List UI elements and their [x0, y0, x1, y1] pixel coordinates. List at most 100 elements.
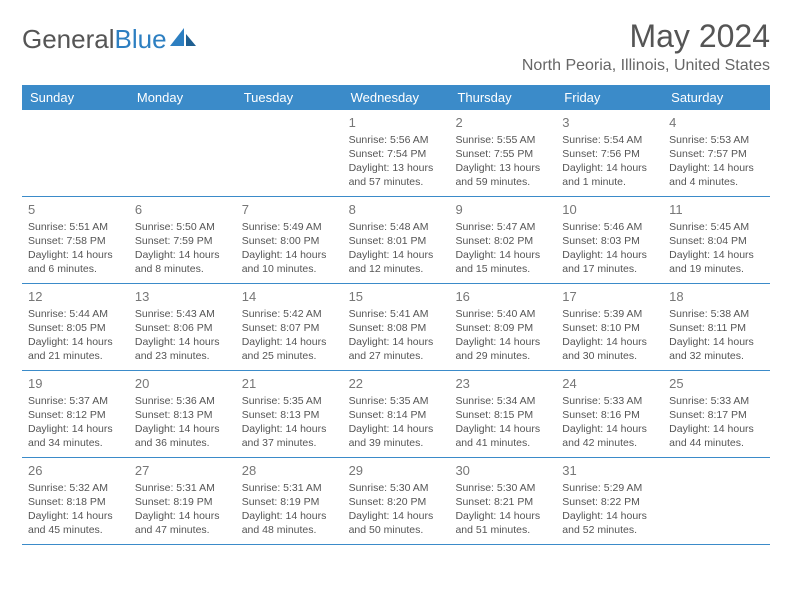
location: North Peoria, Illinois, United States — [522, 57, 770, 75]
week-row: 1Sunrise: 5:56 AMSunset: 7:54 PMDaylight… — [22, 110, 770, 197]
day-sunset: Sunset: 8:06 PM — [135, 321, 230, 335]
day-cell: 20Sunrise: 5:36 AMSunset: 8:13 PMDayligh… — [129, 371, 236, 457]
day-sunset: Sunset: 7:58 PM — [28, 234, 123, 248]
day-daylight1: Daylight: 14 hours — [455, 509, 550, 523]
day-daylight2: and 29 minutes. — [455, 349, 550, 363]
day-daylight2: and 15 minutes. — [455, 262, 550, 276]
day-sunset: Sunset: 7:55 PM — [455, 147, 550, 161]
month-title: May 2024 — [522, 18, 770, 55]
day-cell: 24Sunrise: 5:33 AMSunset: 8:16 PMDayligh… — [556, 371, 663, 457]
day-number: 2 — [455, 114, 550, 132]
day-daylight1: Daylight: 14 hours — [135, 335, 230, 349]
day-number: 21 — [242, 375, 337, 393]
day-number: 7 — [242, 201, 337, 219]
day-cell: 15Sunrise: 5:41 AMSunset: 8:08 PMDayligh… — [343, 284, 450, 370]
day-number: 8 — [349, 201, 444, 219]
day-number: 3 — [562, 114, 657, 132]
day-daylight1: Daylight: 14 hours — [242, 509, 337, 523]
weekday-header: Wednesday — [343, 85, 450, 110]
logo-text-1: General — [22, 24, 115, 55]
day-daylight2: and 44 minutes. — [669, 436, 764, 450]
day-daylight2: and 42 minutes. — [562, 436, 657, 450]
title-block: May 2024 North Peoria, Illinois, United … — [522, 18, 770, 75]
day-sunset: Sunset: 8:08 PM — [349, 321, 444, 335]
day-sunrise: Sunrise: 5:42 AM — [242, 307, 337, 321]
day-number: 13 — [135, 288, 230, 306]
week-row: 12Sunrise: 5:44 AMSunset: 8:05 PMDayligh… — [22, 284, 770, 371]
day-sunrise: Sunrise: 5:35 AM — [242, 394, 337, 408]
day-number: 16 — [455, 288, 550, 306]
day-number: 18 — [669, 288, 764, 306]
day-cell: 30Sunrise: 5:30 AMSunset: 8:21 PMDayligh… — [449, 458, 556, 544]
day-sunset: Sunset: 8:03 PM — [562, 234, 657, 248]
day-sunrise: Sunrise: 5:32 AM — [28, 481, 123, 495]
day-daylight1: Daylight: 14 hours — [455, 335, 550, 349]
day-daylight1: Daylight: 14 hours — [349, 509, 444, 523]
day-sunset: Sunset: 7:54 PM — [349, 147, 444, 161]
day-cell: 17Sunrise: 5:39 AMSunset: 8:10 PMDayligh… — [556, 284, 663, 370]
day-daylight1: Daylight: 14 hours — [455, 422, 550, 436]
day-number: 5 — [28, 201, 123, 219]
day-cell — [236, 110, 343, 196]
day-sunrise: Sunrise: 5:43 AM — [135, 307, 230, 321]
day-daylight2: and 30 minutes. — [562, 349, 657, 363]
day-sunrise: Sunrise: 5:56 AM — [349, 133, 444, 147]
day-daylight2: and 6 minutes. — [28, 262, 123, 276]
day-daylight1: Daylight: 14 hours — [669, 422, 764, 436]
day-sunrise: Sunrise: 5:44 AM — [28, 307, 123, 321]
day-sunrise: Sunrise: 5:31 AM — [135, 481, 230, 495]
day-number: 9 — [455, 201, 550, 219]
day-daylight2: and 52 minutes. — [562, 523, 657, 537]
day-sunrise: Sunrise: 5:30 AM — [455, 481, 550, 495]
day-number: 1 — [349, 114, 444, 132]
day-number: 14 — [242, 288, 337, 306]
day-number: 26 — [28, 462, 123, 480]
day-daylight2: and 59 minutes. — [455, 175, 550, 189]
calendar: Sunday Monday Tuesday Wednesday Thursday… — [22, 85, 770, 545]
day-daylight1: Daylight: 14 hours — [349, 422, 444, 436]
day-daylight1: Daylight: 14 hours — [455, 248, 550, 262]
day-sunset: Sunset: 8:00 PM — [242, 234, 337, 248]
day-daylight2: and 50 minutes. — [349, 523, 444, 537]
header: GeneralBlue May 2024 North Peoria, Illin… — [22, 18, 770, 75]
weekday-header-row: Sunday Monday Tuesday Wednesday Thursday… — [22, 85, 770, 110]
day-daylight1: Daylight: 14 hours — [349, 335, 444, 349]
day-cell: 18Sunrise: 5:38 AMSunset: 8:11 PMDayligh… — [663, 284, 770, 370]
day-cell: 6Sunrise: 5:50 AMSunset: 7:59 PMDaylight… — [129, 197, 236, 283]
day-sunrise: Sunrise: 5:54 AM — [562, 133, 657, 147]
day-daylight2: and 27 minutes. — [349, 349, 444, 363]
day-daylight1: Daylight: 14 hours — [28, 335, 123, 349]
day-daylight1: Daylight: 14 hours — [562, 509, 657, 523]
day-number: 20 — [135, 375, 230, 393]
day-sunset: Sunset: 8:18 PM — [28, 495, 123, 509]
day-daylight1: Daylight: 14 hours — [28, 422, 123, 436]
day-daylight1: Daylight: 14 hours — [135, 422, 230, 436]
day-cell: 25Sunrise: 5:33 AMSunset: 8:17 PMDayligh… — [663, 371, 770, 457]
day-daylight1: Daylight: 14 hours — [28, 509, 123, 523]
day-number: 6 — [135, 201, 230, 219]
day-number: 31 — [562, 462, 657, 480]
day-cell: 27Sunrise: 5:31 AMSunset: 8:19 PMDayligh… — [129, 458, 236, 544]
day-sunrise: Sunrise: 5:55 AM — [455, 133, 550, 147]
day-sunset: Sunset: 8:09 PM — [455, 321, 550, 335]
day-sunrise: Sunrise: 5:36 AM — [135, 394, 230, 408]
day-daylight1: Daylight: 14 hours — [669, 335, 764, 349]
day-number: 28 — [242, 462, 337, 480]
day-daylight2: and 36 minutes. — [135, 436, 230, 450]
day-cell: 2Sunrise: 5:55 AMSunset: 7:55 PMDaylight… — [449, 110, 556, 196]
day-sunrise: Sunrise: 5:53 AM — [669, 133, 764, 147]
day-sunset: Sunset: 8:07 PM — [242, 321, 337, 335]
day-number: 25 — [669, 375, 764, 393]
weekday-header: Saturday — [663, 85, 770, 110]
day-cell — [129, 110, 236, 196]
day-sunset: Sunset: 8:19 PM — [135, 495, 230, 509]
day-sunrise: Sunrise: 5:46 AM — [562, 220, 657, 234]
day-sunrise: Sunrise: 5:39 AM — [562, 307, 657, 321]
day-sunrise: Sunrise: 5:40 AM — [455, 307, 550, 321]
day-sunset: Sunset: 8:11 PM — [669, 321, 764, 335]
day-daylight2: and 47 minutes. — [135, 523, 230, 537]
day-sunset: Sunset: 8:02 PM — [455, 234, 550, 248]
day-sunrise: Sunrise: 5:45 AM — [669, 220, 764, 234]
day-daylight2: and 10 minutes. — [242, 262, 337, 276]
day-sunset: Sunset: 8:16 PM — [562, 408, 657, 422]
